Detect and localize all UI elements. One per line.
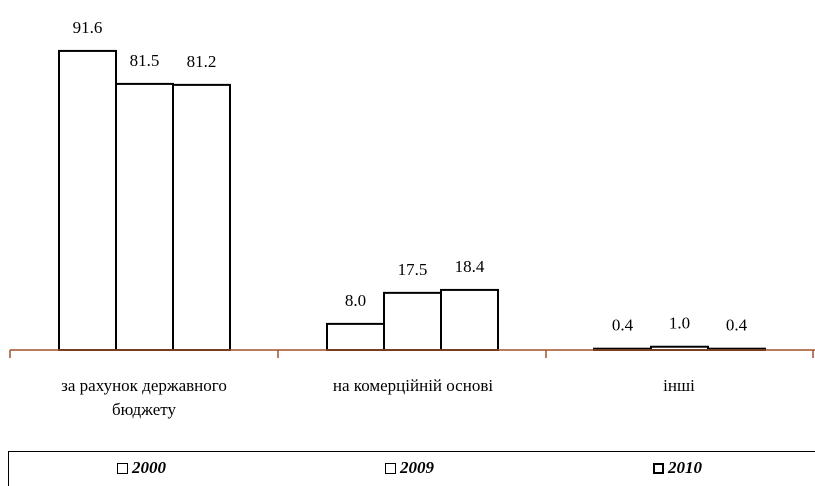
legend: 2000 2009 2010 xyxy=(8,451,815,486)
bar-2010-cat-1 xyxy=(440,288,499,352)
legend-item-2000: 2000 xyxy=(117,458,166,478)
value-label-2009-cat-2: 1.0 xyxy=(669,314,690,333)
value-label-2000-cat-0: 91.6 xyxy=(73,18,103,37)
value-label-2009-cat-1: 17.5 xyxy=(398,260,428,279)
value-label-2009-cat-0: 81.5 xyxy=(130,51,160,70)
value-label-2010-cat-1: 18.4 xyxy=(455,257,485,276)
legend-swatch-2010 xyxy=(653,462,664,474)
bars-group xyxy=(58,49,766,352)
legend-item-2009: 2009 xyxy=(385,458,434,478)
category-labels-group: за рахунок державного бюджету на комерційн… xyxy=(61,376,695,419)
value-label-2000-cat-1: 8.0 xyxy=(345,291,366,310)
x-axis-ticks xyxy=(9,350,814,358)
value-label-2010-cat-2: 0.4 xyxy=(726,316,748,335)
bar-2009-cat-0 xyxy=(115,82,174,351)
bar-chart: 91.6 8.0 0.4 81.5 17.5 1.0 81.2 18.4 0.4 за раху… xyxy=(9,18,815,419)
bar-2000-cat-0 xyxy=(58,49,117,352)
bar-2000-cat-1 xyxy=(326,322,385,352)
bar-2009-cat-1 xyxy=(383,291,442,351)
value-label-2000-cat-2: 0.4 xyxy=(612,316,634,335)
category-label-0-line-1: бюджету xyxy=(112,400,176,419)
value-labels-group: 91.6 8.0 0.4 81.5 17.5 1.0 81.2 18.4 0.4 xyxy=(73,18,748,335)
value-label-2010-cat-0: 81.2 xyxy=(187,52,217,71)
legend-item-2010: 2010 xyxy=(653,458,702,478)
bar-2010-cat-0 xyxy=(172,83,231,352)
legend-label-2009: 2009 xyxy=(400,458,434,477)
category-label-1: на комерційній основі xyxy=(333,376,493,395)
legend-label-2010: 2010 xyxy=(668,458,702,477)
legend-swatch-2000 xyxy=(117,462,128,474)
category-label-2: інші xyxy=(663,376,695,395)
legend-label-2000: 2000 xyxy=(132,458,166,477)
category-label-0-line-0: за рахунок державного xyxy=(61,376,227,395)
legend-swatch-2009 xyxy=(385,462,396,474)
